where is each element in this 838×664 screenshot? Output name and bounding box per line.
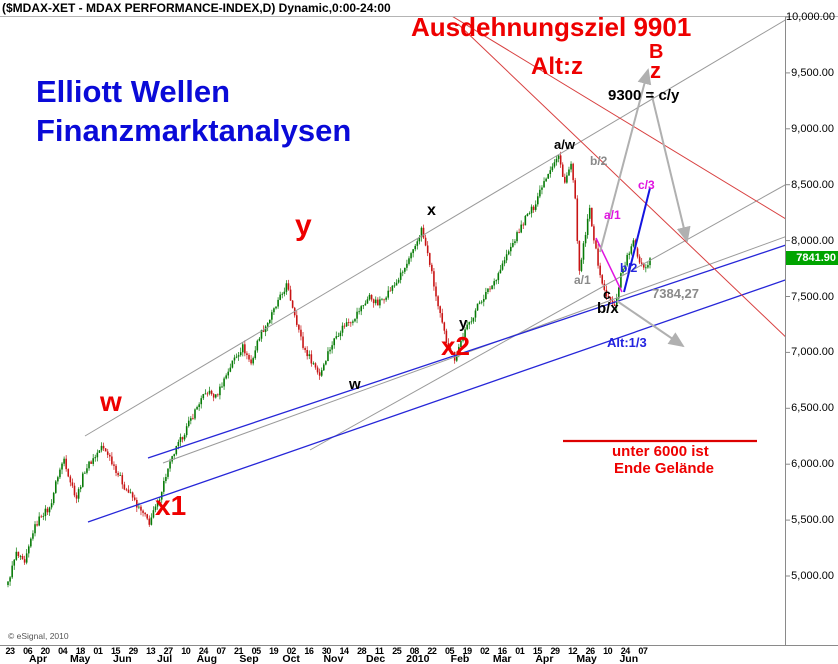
last-price-badge: 7841.90 xyxy=(786,251,838,265)
price-axis-label: 6,500.00 xyxy=(791,402,834,414)
price-axis-label: 9,000.00 xyxy=(791,123,834,135)
price-axis-label: 9,500.00 xyxy=(791,67,834,79)
price-axis-label: 5,500.00 xyxy=(791,514,834,526)
price-axis-label: 7,000.00 xyxy=(791,346,834,358)
copyright-esignal: © eSignal, 2010 xyxy=(8,631,69,641)
price-axis-label: 10,000.00 xyxy=(786,11,835,23)
branding-line1: Elliott Wellen xyxy=(36,74,231,109)
price-axis: 10,000.00 9,500.00 9,000.00 8,500.00 8,000.0… xyxy=(786,0,838,664)
branding-line2: Finanzmarktanalysen xyxy=(36,113,352,148)
price-axis-label: 8,000.00 xyxy=(791,235,834,247)
price-axis-label: 6,000.00 xyxy=(791,458,834,470)
price-axis-label: 8,500.00 xyxy=(791,179,834,191)
price-axis-label: 5,000.00 xyxy=(791,570,834,582)
window-title: ($MDAX-XET - MDAX PERFORMANCE-INDEX,D) D… xyxy=(2,1,391,15)
headline-extension-target: Ausdehnungsziel 9901 xyxy=(411,12,692,42)
price-axis-label: 7,500.00 xyxy=(791,291,834,303)
